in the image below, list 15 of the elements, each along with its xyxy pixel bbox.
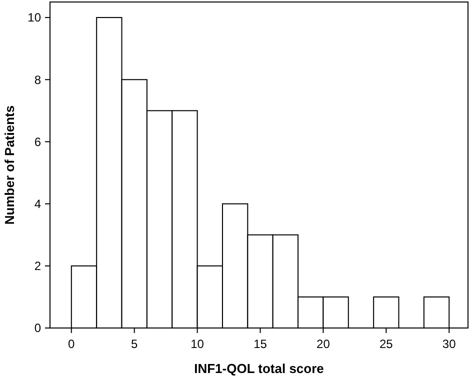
x-tick-label: 10 xyxy=(190,337,204,351)
y-tick-label: 10 xyxy=(28,10,42,25)
x-axis-title: INF1-QOL total score xyxy=(194,361,324,376)
y-axis-title: Number of Patients xyxy=(2,105,17,225)
x-tick-label: 5 xyxy=(131,337,138,351)
y-tick-label: 8 xyxy=(34,72,42,87)
x-tick-label: 15 xyxy=(254,337,268,351)
x-tick-label: 20 xyxy=(316,337,330,351)
x-tick-label: 30 xyxy=(442,337,456,351)
y-tick-label: 0 xyxy=(34,321,42,336)
x-tick-label: 0 xyxy=(68,337,76,351)
y-tick-label: 4 xyxy=(34,197,42,212)
y-tick-label: 6 xyxy=(34,134,42,149)
x-tick-label: 25 xyxy=(379,337,394,351)
y-tick-label: 2 xyxy=(34,259,42,274)
